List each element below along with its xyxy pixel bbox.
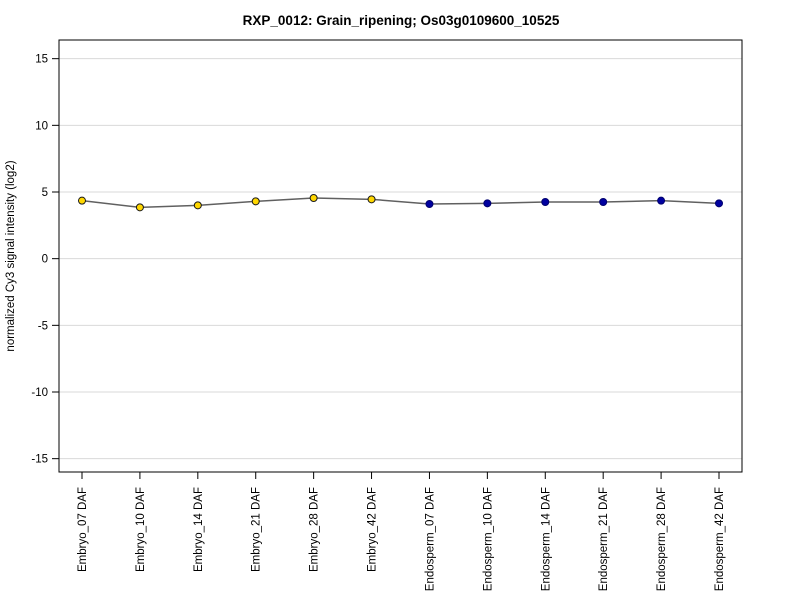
x-tick-label: Endosperm_42 DAF [714,487,726,591]
x-tick-label: Embryo_07 DAF [77,487,89,572]
y-tick-label: -15 [31,454,48,466]
data-point [483,199,492,208]
x-tick-label: Endosperm_10 DAF [482,487,494,591]
x-tick-label: Endosperm_14 DAF [540,487,552,591]
x-tick-label: Embryo_10 DAF [135,487,147,572]
y-tick-label: -5 [38,320,48,332]
x-tick-label: Endosperm_21 DAF [598,487,610,591]
x-tick-label: Endosperm_28 DAF [656,487,668,591]
data-point [541,198,550,206]
chart-title: RXP_0012: Grain_ripening; Os03g0109600_1… [243,13,560,28]
y-tick-label: 10 [35,120,48,132]
data-point [425,200,434,208]
plot-border [58,39,743,473]
y-tick-label: 0 [42,254,48,266]
data-point [599,198,608,206]
data-point [715,199,723,208]
x-tick-label: Embryo_14 DAF [193,487,205,572]
data-point [367,195,376,204]
y-tick-label: 15 [35,54,48,66]
plot-content: -15 -10 -5 0 5 10 15 Embryo_07 DAF Embryo_10 DAF… [31,39,743,591]
y-tick-label: -10 [31,387,48,399]
x-tick-label: Endosperm_07 DAF [424,487,436,591]
y-tick-label: 5 [42,187,48,199]
data-point [657,196,666,205]
data-point [135,203,144,212]
series-line [81,197,720,209]
x-tick-label: Embryo_21 DAF [251,487,263,572]
data-point [78,196,86,205]
y-axis-label: normalized Cy3 signal intensity (log2) [5,160,17,351]
data-point [309,194,318,202]
x-tick-label: Embryo_42 DAF [367,487,379,572]
data-point [193,201,202,210]
data-point [251,197,260,206]
x-tick-label: Embryo_28 DAF [309,487,321,572]
